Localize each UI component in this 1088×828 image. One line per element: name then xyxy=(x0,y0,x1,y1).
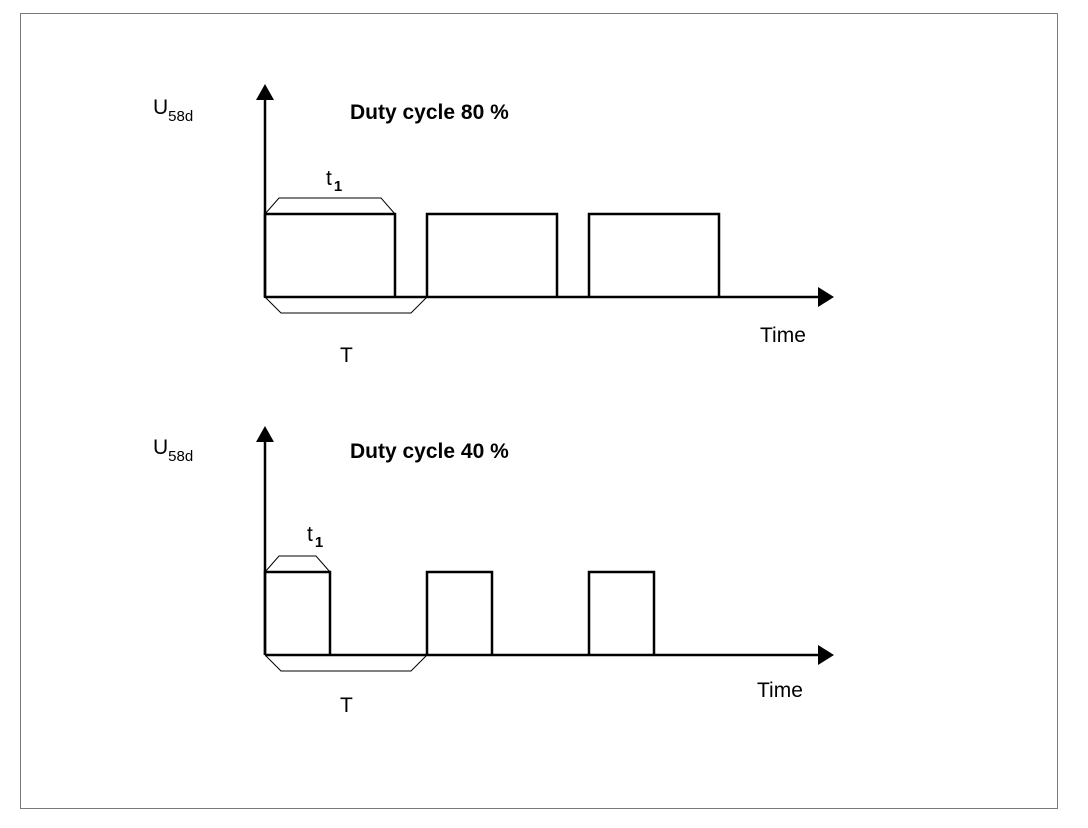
t1-bracket-2 xyxy=(264,555,331,573)
y-axis-arrow-1 xyxy=(256,84,274,100)
x-axis-arrow-2 xyxy=(818,645,834,665)
panel-title-2: Duty cycle 40 % xyxy=(350,440,509,463)
y-axis-arrow-2 xyxy=(256,426,274,442)
period-label-2: T xyxy=(340,694,353,717)
x-axis-arrow-1 xyxy=(818,287,834,307)
y-axis-label-2: U58d xyxy=(153,436,193,465)
diagram-frame xyxy=(20,13,1058,809)
period-bracket-2 xyxy=(264,654,428,672)
t1-bracket-1 xyxy=(264,197,396,215)
y-axis-label-1: U58d xyxy=(153,96,193,125)
x-axis-label-1: Time xyxy=(760,324,806,347)
pulse-train-40 xyxy=(263,570,656,655)
x-axis-label-2: Time xyxy=(757,679,803,702)
period-bracket-1 xyxy=(264,296,428,314)
pulse-train-80 xyxy=(263,212,721,297)
panel-title-1: Duty cycle 80 % xyxy=(350,101,509,124)
period-label-1: T xyxy=(340,344,353,367)
